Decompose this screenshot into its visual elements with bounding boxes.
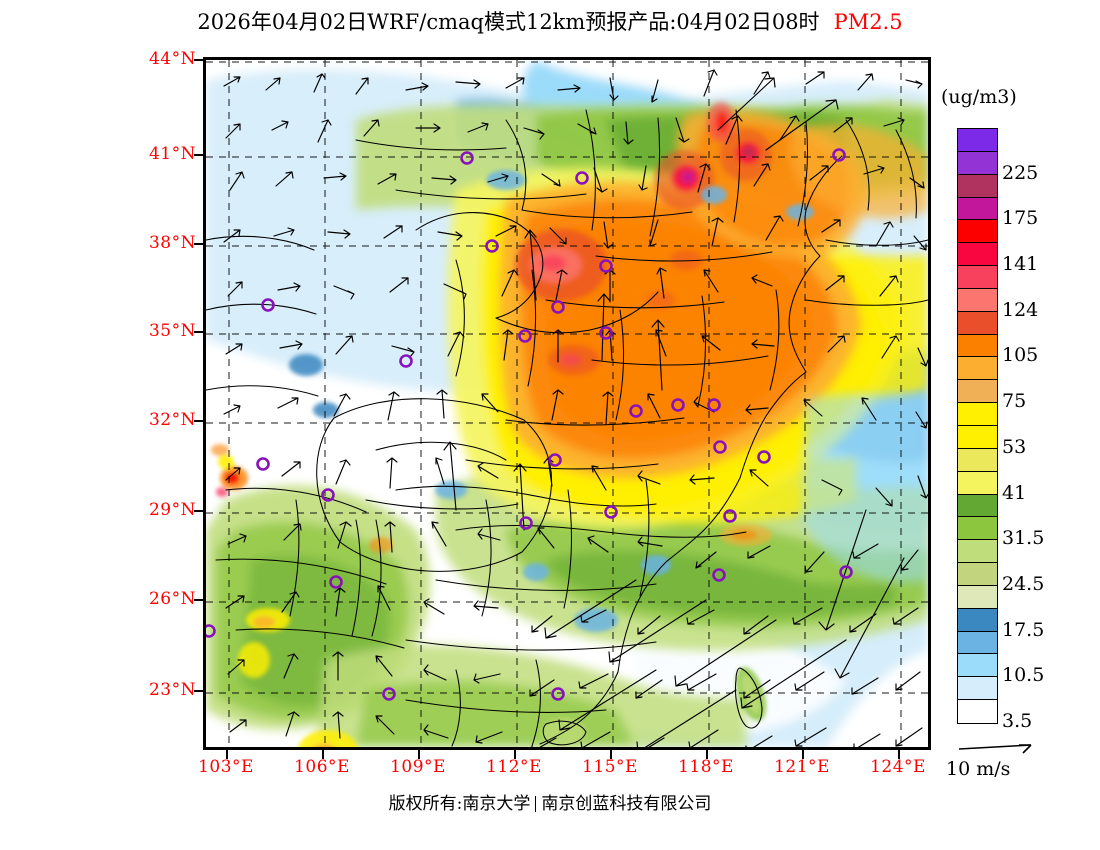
longitude-tick-label: 118°E (678, 757, 734, 777)
colorbar-tick-labels: 225 175 141 124 105 75 53 41 31.5 24.5 17.5 10.5 3.5 (1002, 128, 1098, 732)
copyright-notice: 版权所有:南京大学 南京创蓝科技有限公司 (0, 789, 1100, 814)
copyright-divider (535, 796, 537, 812)
colorbar-swatch (958, 197, 997, 221)
latitude-tick-mark (194, 59, 203, 61)
colorbar-swatch (958, 266, 997, 289)
colorbar-swatch (958, 700, 997, 723)
arrow-right-icon (958, 744, 1032, 754)
colorbar-swatch (958, 585, 997, 609)
colorbar-value-label: 10.5 (1002, 664, 1045, 687)
longitude-tick-mark (322, 750, 324, 759)
longitude-axis: 103°E 106°E 109°E 112°E 115°E 118°E 121°E 124°E (0, 757, 1100, 787)
colorbar-swatch (958, 540, 997, 564)
title-species-label: PM2.5 (833, 10, 903, 34)
wind-scale-label: 10 m/s (946, 758, 1011, 780)
longitude-tick-mark (898, 750, 900, 759)
colorbar-swatch (958, 403, 997, 426)
longitude-tick-label: 121°E (774, 757, 830, 777)
latitude-tick-label: 44°N (148, 49, 196, 69)
colorbar-swatch (958, 563, 997, 586)
colorbar-swatch (958, 174, 997, 198)
colorbar[interactable] (957, 128, 998, 724)
longitude-tick-label: 106°E (294, 757, 350, 777)
latitude-tick-label: 23°N (148, 680, 196, 700)
longitude-tick-mark (226, 750, 228, 759)
colorbar-swatch (958, 425, 997, 449)
wind-vector-field (223, 69, 928, 747)
colorbar-swatch (958, 448, 997, 472)
colorbar-swatch (958, 288, 997, 312)
colorbar-swatch (958, 311, 997, 335)
longitude-tick-label: 109°E (390, 757, 446, 777)
longitude-tick-mark (514, 750, 516, 759)
longitude-tick-mark (610, 750, 612, 759)
latitude-tick-mark (194, 599, 203, 601)
colorbar-swatch (958, 631, 997, 655)
colorbar-swatch (958, 243, 997, 267)
colorbar-value-label: 141 (1002, 253, 1039, 276)
colorbar-swatch (958, 220, 997, 244)
colorbar-value-label: 17.5 (1002, 618, 1045, 641)
map-plot-area[interactable] (203, 57, 931, 750)
colorbar-value-label: 3.5 (1002, 710, 1033, 732)
colorbar-value-label: 31.5 (1002, 527, 1045, 550)
copyright-left-text: 版权所有:南京大学 (388, 794, 531, 814)
wind-scale-legend: 10 m/s (946, 740, 1087, 792)
colorbar-swatch (958, 357, 997, 381)
longitude-tick-mark (802, 750, 804, 759)
colorbar-swatch (958, 517, 997, 541)
latitude-tick-mark (194, 154, 203, 156)
latitude-tick-mark (194, 690, 203, 692)
latitude-tick-label: 38°N (148, 233, 196, 253)
colorbar-value-label: 41 (1002, 481, 1027, 504)
latitude-tick-mark (194, 510, 203, 512)
colorbar-value-label: 105 (1002, 344, 1039, 367)
page-title: 2026年04月02日WRF/cmaq模式12km预报产品:04月02日08时 P… (0, 6, 1100, 36)
colorbar-swatch (958, 677, 997, 701)
longitude-tick-mark (418, 750, 420, 759)
pm25-concentration-map (206, 60, 928, 747)
colorbar-swatch (958, 151, 997, 175)
title-main-text: 2026年04月02日WRF/cmaq模式12km预报产品:04月02日08时 (197, 10, 820, 34)
colorbar-swatch (958, 334, 997, 358)
longitude-tick-label: 124°E (870, 757, 926, 777)
colorbar-value-label: 175 (1002, 207, 1039, 230)
latitude-tick-mark (194, 243, 203, 245)
colorbar-value-label: 225 (1002, 161, 1039, 184)
longitude-tick-label: 112°E (486, 757, 542, 777)
latitude-tick-label: 26°N (148, 589, 196, 609)
colorbar-swatch (958, 471, 997, 495)
colorbar-swatch (958, 494, 997, 518)
colorbar-value-label: 124 (1002, 298, 1039, 321)
colorbar-units-label: (ug/m3) (941, 86, 1017, 108)
colorbar-value-label: 53 (1002, 435, 1027, 458)
longitude-tick-label: 115°E (582, 757, 638, 777)
latitude-tick-label: 41°N (148, 144, 196, 164)
copyright-right-text: 南京创蓝科技有限公司 (541, 794, 712, 814)
longitude-tick-label: 103°E (198, 757, 254, 777)
latitude-tick-mark (194, 331, 203, 333)
colorbar-value-label: 75 (1002, 390, 1027, 413)
colorbar-swatch (958, 380, 997, 404)
colorbar-swatch (958, 654, 997, 678)
latitude-tick-label: 29°N (148, 500, 196, 520)
colorbar-value-label: 24.5 (1002, 572, 1045, 595)
longitude-tick-mark (706, 750, 708, 759)
latitude-tick-label: 32°N (148, 410, 196, 430)
colorbar-swatch (958, 129, 997, 152)
latitude-tick-label: 35°N (148, 321, 196, 341)
colorbar-swatch (958, 608, 997, 632)
station-markers (206, 148, 853, 701)
latitude-tick-mark (194, 420, 203, 422)
latitude-axis: 44°N 41°N 38°N 35°N 32°N 29°N 26°N 23°N (118, 0, 196, 850)
